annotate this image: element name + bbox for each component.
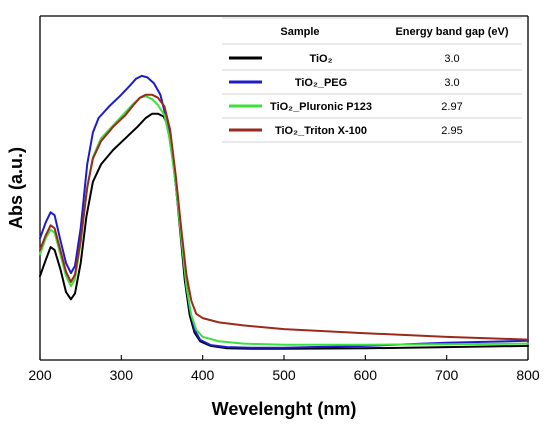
x-tick-label: 200 [28,367,52,383]
x-tick-label: 600 [354,367,378,383]
legend-sample-name: TiO₂_Pluronic P123 [270,101,372,113]
legend-sample-name: TiO₂_PEG [295,77,347,89]
legend-header-sample: Sample [280,26,319,38]
legend-sample-name: TiO₂ [309,53,332,65]
series-line-0 [39,112,529,350]
x-axis-title: Wevelenght (nm) [212,399,357,419]
plot-frame [39,15,529,361]
legend-sample-name: TiO₂_Triton X-100 [275,125,367,137]
series-line-2 [39,95,529,346]
series-line-3 [39,93,529,341]
legend-table: Sample Energy band gap (eV) TiO₂ 3.0 TiO₂_… [222,17,522,143]
x-tick-label: 800 [516,367,540,383]
x-tick-label: 300 [110,367,134,383]
series-line-1 [39,74,529,349]
legend-band-gap-value: 3.0 [444,53,459,65]
legend-header-band-gap: Energy band gap (eV) [395,26,508,38]
x-tick-label: 700 [435,367,459,383]
legend-rows: TiO₂ 3.0 TiO₂_PEG 3.0 TiO₂_Pluronic P123 2.97… [222,53,522,143]
legend-band-gap-value: 3.0 [444,77,459,89]
legend-band-gap-value: 2.97 [441,101,462,113]
x-ticks-group: 200 300 400 500 600 700 800 [28,355,540,383]
y-axis-title: Abs (a.u.) [6,147,26,229]
x-tick-label: 400 [191,367,215,383]
x-tick-label: 500 [272,367,296,383]
series-group [39,74,529,350]
legend-band-gap-value: 2.95 [441,125,462,137]
